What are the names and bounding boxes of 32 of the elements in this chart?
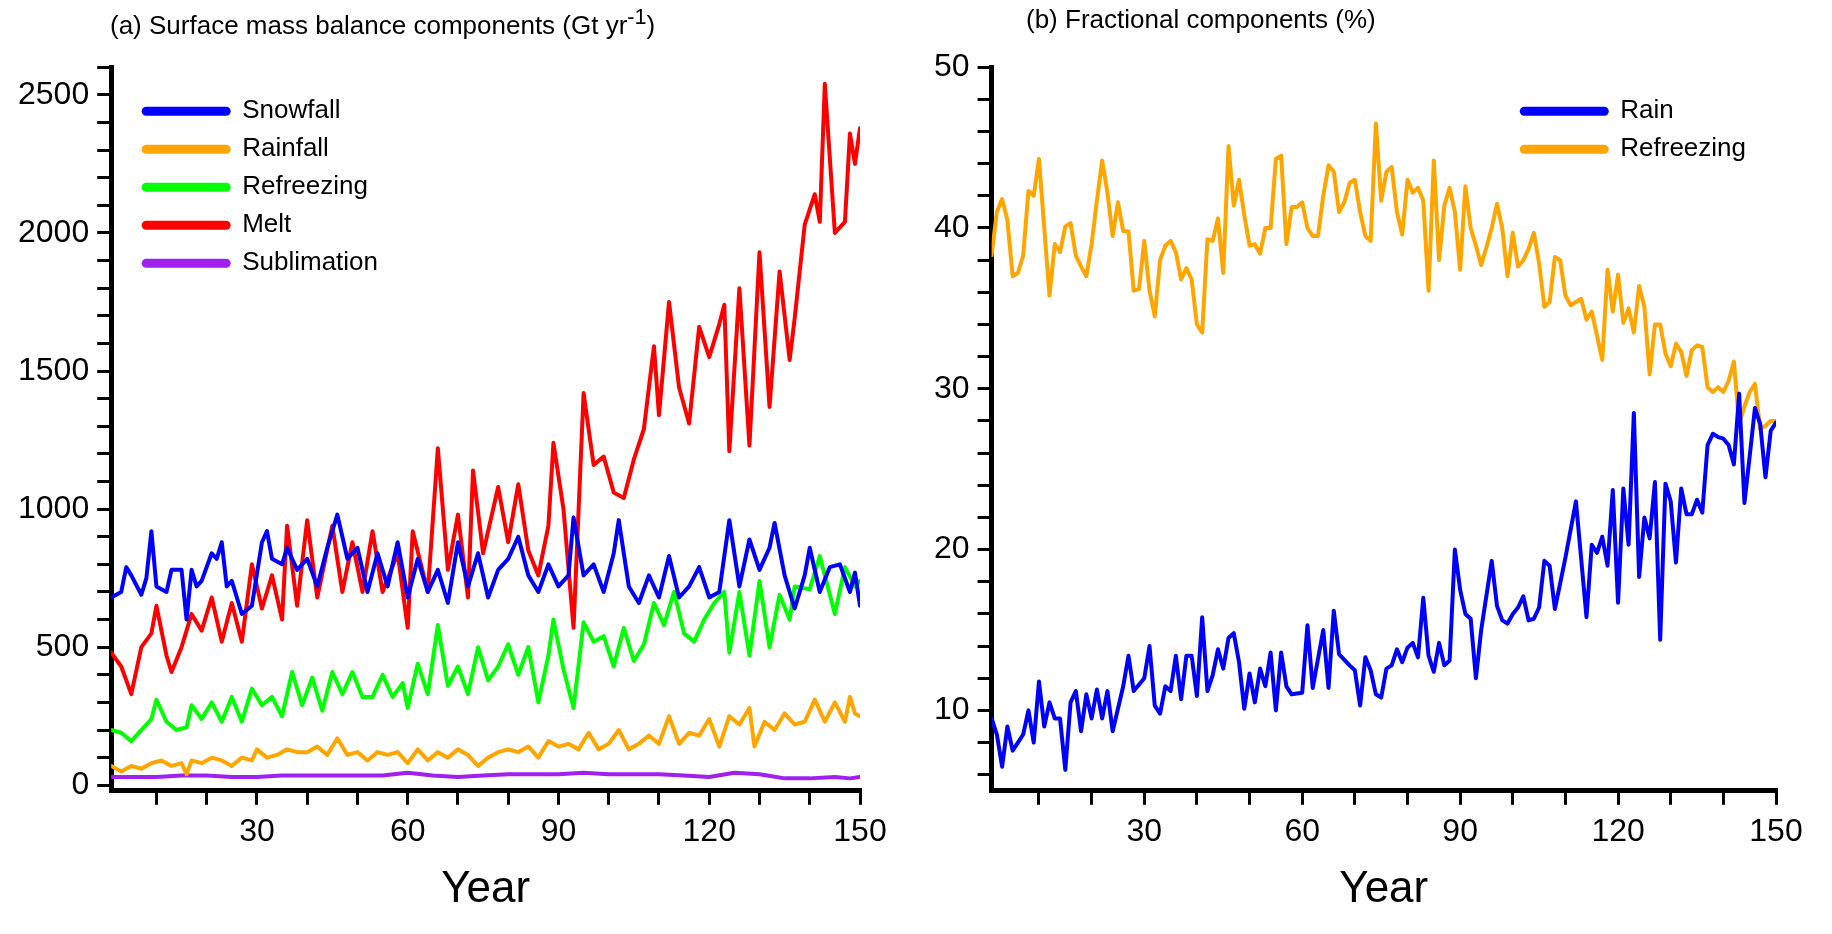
y-tick-label: 30 [934, 368, 970, 405]
x-tick-label: 150 [1749, 811, 1803, 848]
legend-label: Melt [242, 208, 293, 239]
x-tick-label: 30 [239, 811, 275, 848]
y-tick-label: 10 [934, 690, 970, 727]
x-tick-label: 30 [1126, 811, 1163, 848]
y-tick-label: 500 [35, 627, 90, 664]
y-tick-label: 2000 [18, 212, 90, 249]
y-tick-label: 20 [934, 529, 970, 566]
x-axis-title: Year [441, 861, 531, 911]
chart-title: (a) Surface mass balance components (Gt yr$^{-1}$) [110, 4, 656, 41]
legend-label: Rain [1620, 94, 1674, 125]
x-tick-label: 120 [682, 811, 736, 848]
legend-label: Refreezing [1620, 132, 1746, 163]
x-tick-label: 150 [833, 811, 887, 848]
y-tick-label: 1000 [18, 488, 90, 525]
x-tick-label: 90 [540, 811, 577, 848]
y-tick-label: 40 [934, 207, 970, 244]
y-tick-label: 50 [934, 47, 970, 84]
chart-title: (b) Fractional components (%) [1026, 4, 1376, 35]
legend-label: Snowfall [242, 94, 341, 125]
x-tick-label: 90 [1442, 811, 1478, 848]
x-axis-title: Year [1339, 861, 1429, 911]
legend-label: Rainfall [242, 132, 329, 163]
legend-label: Refreezing [242, 170, 368, 201]
x-tick-label: 120 [1591, 811, 1645, 848]
legend-label: Sublimation [242, 246, 379, 277]
y-tick-label: 0 [71, 765, 90, 802]
x-tick-label: 60 [1284, 811, 1320, 848]
x-tick-label: 60 [389, 811, 426, 848]
y-tick-label: 2500 [18, 74, 90, 111]
y-tick-label: 1500 [18, 350, 90, 387]
